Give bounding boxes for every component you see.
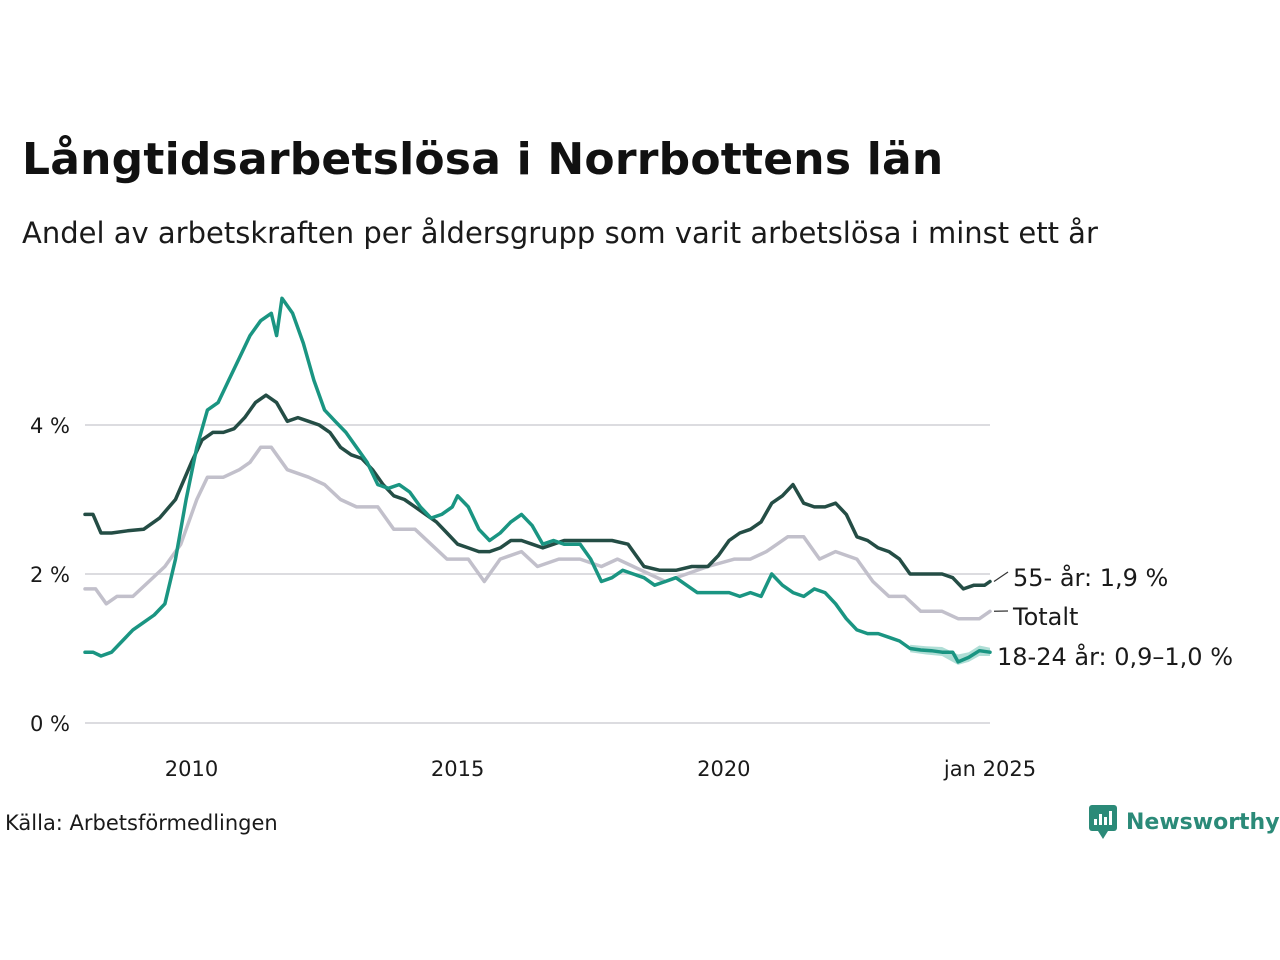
x-tick-label: 2010 xyxy=(165,757,218,781)
brand-logo: Newsworthy xyxy=(1088,804,1280,840)
uncertainty-bands xyxy=(910,644,990,665)
series-labels: 55- år: 1,9 % Totalt 18-24 år: 0,9–1,0 % xyxy=(993,563,1233,671)
newsworthy-logo-icon xyxy=(1089,805,1117,839)
x-tick-label: jan 2025 xyxy=(943,757,1036,781)
y-axis-ticks: 0 % 2 % 4 % xyxy=(30,414,70,736)
brand-name: Newsworthy xyxy=(1126,809,1280,835)
x-tick-label: 2020 xyxy=(697,757,750,781)
series-end-label: 18-24 år: 0,9–1,0 % xyxy=(997,642,1233,671)
label-leader-line xyxy=(993,571,1009,582)
y-tick-label: 4 % xyxy=(30,414,70,438)
y-tick-label: 0 % xyxy=(30,712,70,736)
x-tick-label: 2015 xyxy=(431,757,484,781)
grid-lines xyxy=(85,424,990,724)
chart-title: Långtidsarbetslösa i Norrbottens län xyxy=(22,134,944,185)
series-line xyxy=(83,296,992,664)
series-lines xyxy=(83,296,992,664)
chart-subtitle: Andel av arbetskraften per åldersgrupp s… xyxy=(22,216,1098,250)
source-note: Källa: Arbetsförmedlingen xyxy=(5,811,278,835)
series-line xyxy=(83,393,992,591)
series-end-label: 55- år: 1,9 % xyxy=(1013,563,1168,592)
x-axis-ticks: 2010 2015 2020 jan 2025 xyxy=(165,757,1036,781)
series-band xyxy=(910,644,990,665)
y-tick-label: 2 % xyxy=(30,563,70,587)
series-end-label: Totalt xyxy=(1012,603,1078,631)
series-line xyxy=(83,445,992,621)
